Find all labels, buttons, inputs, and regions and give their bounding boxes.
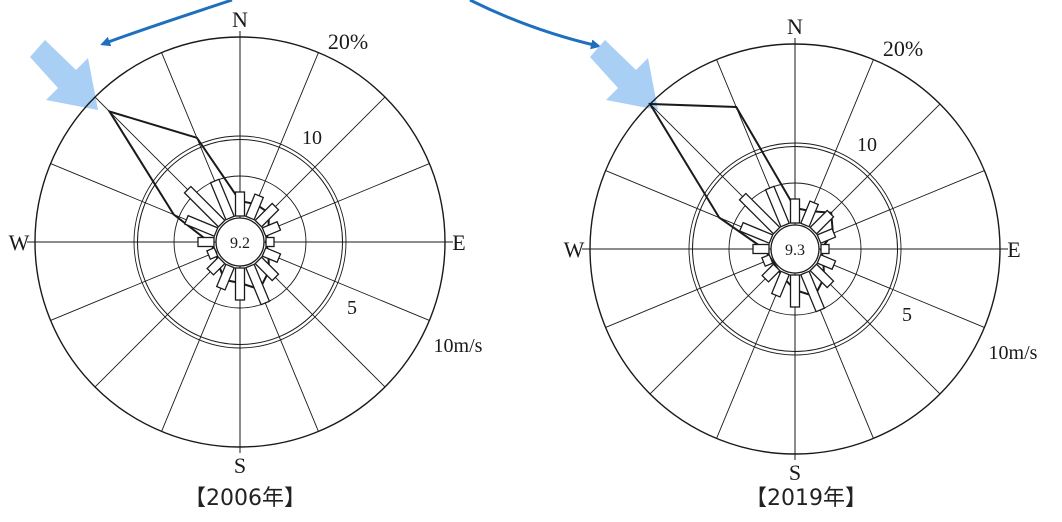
caption-2006: 【2006年】 — [184, 486, 306, 511]
speed-bar-ESE — [816, 253, 837, 271]
spoke-WSW — [605, 258, 772, 328]
spoke-WSW — [50, 251, 217, 321]
speed-ring-label-5: 5 — [347, 297, 357, 319]
speed-bar-SSE — [799, 270, 826, 313]
frequency-ring-label-10: 10 — [857, 134, 877, 156]
speed-bar-SSW — [215, 263, 236, 291]
speed-bar-E — [265, 236, 275, 248]
speed-bar-SE — [254, 256, 280, 282]
highlight-arrow-right — [590, 40, 658, 110]
speed-bar-ENE — [261, 220, 282, 238]
direction-label-w: W — [9, 230, 30, 255]
frequency-ring-label-10: 10 — [302, 127, 322, 149]
calm-percentage-label: 9.3 — [785, 242, 805, 259]
speed-bar-WNW — [183, 214, 219, 238]
speed-bar-NNW — [209, 178, 236, 221]
calm-circle — [770, 224, 820, 274]
spoke-ESE — [818, 258, 985, 328]
spoke-NNE — [804, 59, 874, 226]
speed-bar-NE — [809, 209, 835, 235]
speed-ring-label-5: 5 — [902, 304, 912, 326]
highlight-arrow-left — [30, 40, 98, 110]
direction-label-e: E — [1007, 237, 1020, 262]
speed-bar-NE — [254, 202, 280, 228]
wind-rose-2006: 9.2 N S E W 20% 10 5 10m/s — [9, 7, 483, 478]
spoke-ENE — [263, 163, 430, 233]
spoke-SSW — [161, 265, 231, 432]
direction-label-n: N — [787, 14, 803, 39]
spoke-NNE — [249, 52, 319, 219]
pointer-arrow-left — [100, 0, 233, 47]
spoke-NE — [813, 103, 941, 231]
spoke-SE — [813, 267, 941, 395]
speed-bar-SSE — [244, 263, 271, 306]
direction-label-s: S — [234, 453, 246, 478]
spoke-SE — [258, 260, 386, 388]
spoke-ENE — [818, 170, 985, 240]
spoke-SW — [649, 267, 777, 395]
spoke-SW — [94, 260, 222, 388]
speed-bar-SW — [761, 263, 781, 283]
calm-percentage-label: 9.2 — [230, 235, 250, 252]
spoke-NE — [258, 96, 386, 224]
direction-label-e: E — [452, 230, 465, 255]
speed-bar-SW — [206, 256, 226, 276]
speed-bar-SE — [809, 263, 835, 289]
direction-label-n: N — [232, 7, 248, 32]
speed-bar-W — [752, 243, 770, 255]
speed-bar-NNE — [799, 200, 820, 228]
pointer-arrow-right — [469, 0, 601, 50]
speed-ring-label-10ms: 10m/s — [989, 342, 1038, 364]
spoke-ESE — [263, 251, 430, 321]
speed-bar-W — [197, 236, 215, 248]
spoke-SSW — [716, 272, 786, 439]
speed-bar-ENE — [816, 227, 837, 245]
speed-bar-ESE — [261, 246, 282, 264]
speed-bar-E — [820, 243, 830, 255]
frequency-ring-label-20: 20% — [883, 36, 923, 61]
calm-circle — [215, 217, 265, 267]
direction-label-w: W — [564, 237, 585, 262]
speed-bar-WSW — [761, 253, 774, 268]
speed-bar-NNE — [244, 193, 265, 221]
caption-2019: 【2019年】 — [745, 486, 867, 511]
speed-bar-NW — [183, 185, 226, 228]
speed-bar-WSW — [206, 246, 219, 261]
speed-bar-N — [234, 191, 246, 217]
speed-bar-S — [789, 274, 801, 308]
direction-label-s: S — [789, 460, 801, 485]
wind-rose-2019: 9.3 N S E W 20% 10 5 10m/s — [564, 14, 1038, 485]
frequency-ring-label-20: 20% — [328, 29, 368, 54]
speed-bar-WNW — [738, 221, 774, 245]
speed-bar-NW — [738, 192, 781, 235]
speed-bar-SSW — [770, 270, 791, 298]
speed-bar-S — [234, 267, 246, 301]
speed-bar-N — [789, 198, 801, 224]
speed-bar-NNW — [764, 185, 791, 228]
speed-ring-label-10ms: 10m/s — [434, 335, 483, 357]
